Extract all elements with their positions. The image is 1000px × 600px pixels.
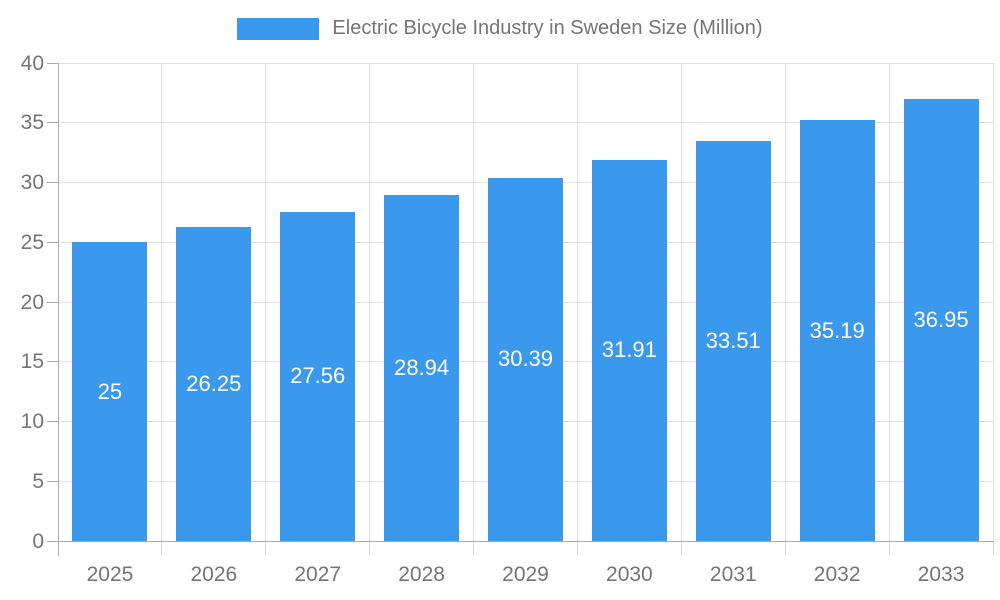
- x-gridline: [265, 63, 267, 541]
- legend-swatch: [237, 17, 320, 40]
- x-tick-mark: [576, 541, 578, 556]
- bar[interactable]: 36.95: [903, 99, 979, 541]
- legend-label: Electric Bicycle Industry in Sweden Size…: [332, 17, 763, 39]
- bar-value-label: 27.56: [290, 363, 346, 389]
- x-gridline: [784, 63, 786, 541]
- x-gridline: [888, 63, 890, 541]
- x-gridline: [369, 63, 371, 541]
- y-tick-label: 0: [32, 529, 44, 553]
- bar-value-label: 30.39: [497, 346, 554, 372]
- x-tick-label: 2032: [813, 563, 861, 586]
- bar[interactable]: 33.51: [695, 140, 771, 541]
- x-gridline: [992, 63, 994, 541]
- y-tick-label: 35: [20, 111, 44, 135]
- x-tick-mark: [265, 541, 267, 556]
- bar-value-label: 36.95: [913, 307, 969, 333]
- y-axis-line: [57, 63, 59, 556]
- x-gridline: [161, 63, 163, 541]
- bar[interactable]: 27.56: [280, 211, 356, 541]
- bar[interactable]: 35.19: [799, 120, 875, 541]
- y-tick-mark: [47, 241, 58, 243]
- x-tick-label: 2030: [606, 563, 653, 586]
- bar-value-label: 33.51: [705, 327, 761, 353]
- y-tick-label: 30: [20, 171, 44, 194]
- y-tick-mark: [47, 122, 58, 124]
- bar[interactable]: 31.91: [591, 159, 667, 541]
- x-tick-label: 2033: [917, 563, 965, 586]
- y-gridline: [58, 122, 993, 124]
- x-tick-mark: [784, 541, 786, 556]
- x-tick-label: 2029: [502, 563, 549, 586]
- x-axis-line: [47, 540, 993, 542]
- y-tick-mark: [47, 182, 58, 183]
- x-tick-mark: [888, 541, 890, 556]
- y-tick-mark: [47, 62, 58, 64]
- x-gridline: [680, 63, 682, 541]
- y-tick-label: 40: [20, 51, 44, 75]
- y-tick-label: 10: [20, 410, 44, 433]
- x-tick-label: 2031: [709, 563, 757, 586]
- bar-value-label: 25: [97, 378, 123, 404]
- y-tick-mark: [47, 301, 58, 303]
- y-tick-mark: [47, 421, 58, 422]
- bar[interactable]: 28.94: [384, 195, 460, 541]
- y-gridline: [58, 62, 993, 64]
- y-tick-label: 5: [32, 469, 44, 493]
- chart-legend[interactable]: Electric Bicycle Industry in Sweden Size…: [0, 17, 1000, 40]
- x-tick-mark: [473, 541, 475, 556]
- plot-area: 0 5 10 15 20 25 30 35 40 25 2025 26.25 2026 27.56 2027…: [21, 53, 994, 585]
- bar[interactable]: 25: [72, 242, 148, 541]
- x-tick-mark: [161, 541, 163, 556]
- x-tick-label: 2028: [398, 563, 445, 586]
- x-tick-label: 2027: [294, 563, 342, 586]
- x-gridline: [576, 63, 578, 541]
- bar[interactable]: 30.39: [488, 177, 563, 541]
- x-tick-label: 2026: [190, 563, 238, 586]
- x-tick-mark: [992, 541, 994, 556]
- y-tick-mark: [47, 480, 58, 482]
- bar-value-label: 26.25: [186, 371, 242, 397]
- y-tick-mark: [47, 361, 58, 363]
- bar-value-label: 31.91: [601, 337, 657, 363]
- x-tick-mark: [680, 541, 682, 556]
- x-tick-label: 2025: [86, 563, 134, 586]
- bar[interactable]: 26.25: [176, 227, 252, 541]
- y-tick-label: 20: [20, 290, 44, 314]
- bar-value-label: 28.94: [394, 355, 450, 381]
- x-gridline: [473, 63, 475, 541]
- bar-value-label: 35.19: [809, 317, 865, 343]
- x-tick-mark: [369, 541, 371, 556]
- y-tick-label: 25: [20, 230, 44, 254]
- y-tick-label: 15: [20, 350, 44, 374]
